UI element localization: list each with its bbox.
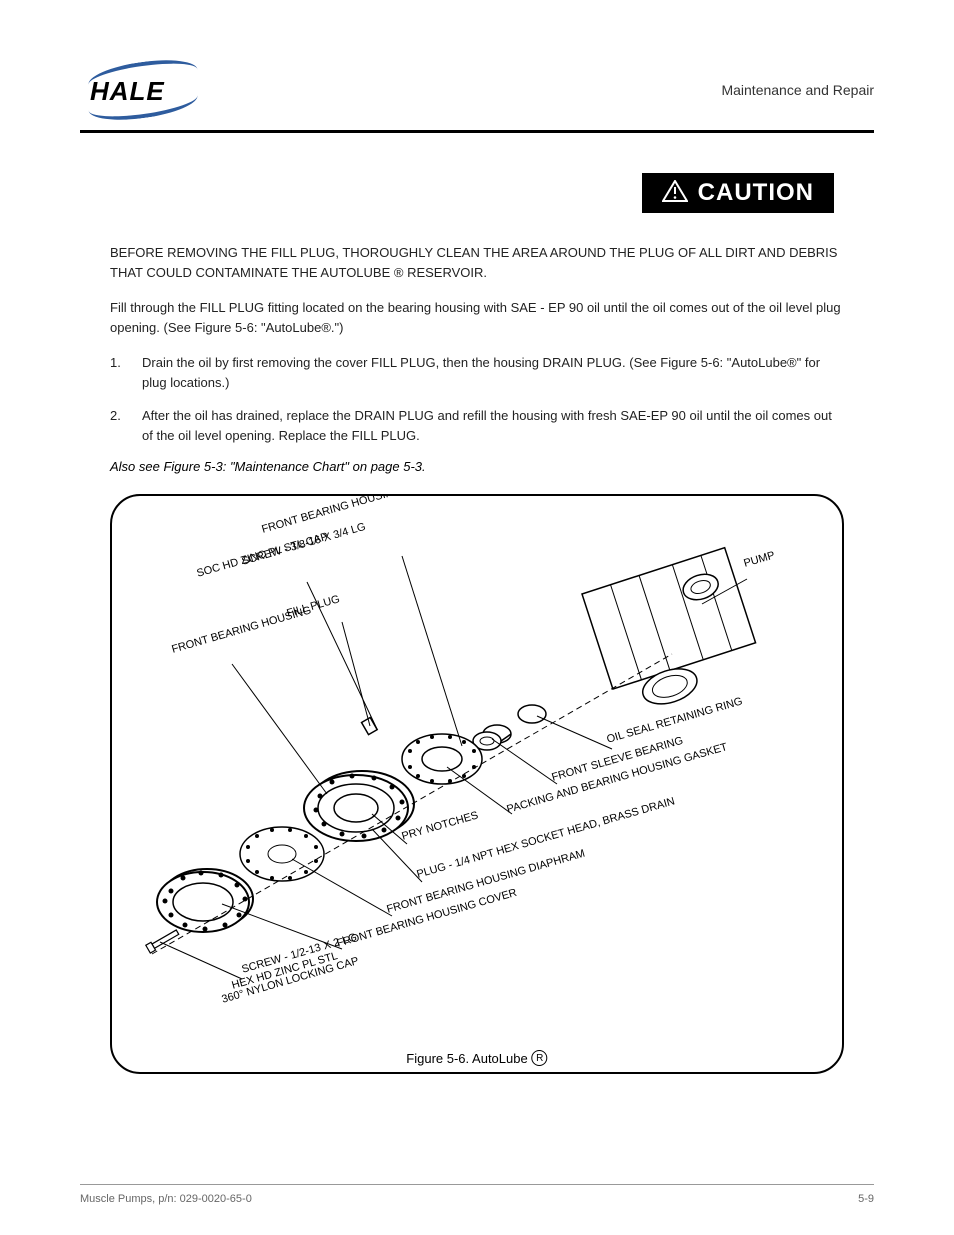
section-reference: Also see Figure 5-3: "Maintenance Chart"…: [110, 459, 844, 474]
page-header: HALE Maintenance and Repair: [80, 60, 874, 133]
header-title: Maintenance and Repair: [721, 82, 874, 98]
step-number: 1.: [110, 353, 130, 392]
caution-row: CAUTION: [80, 173, 834, 213]
step-1: 1. Drain the oil by first removing the c…: [110, 353, 844, 392]
footer-right: 5-9: [858, 1193, 874, 1205]
footer-left: Muscle Pumps, p/n: 029-0020-65-0: [80, 1193, 252, 1205]
step-2: 2. After the oil has drained, replace th…: [110, 406, 844, 445]
warning-triangle-icon: [662, 180, 688, 207]
caution-badge: CAUTION: [642, 173, 834, 213]
step-number: 2.: [110, 406, 130, 445]
step-text: Drain the oil by first removing the cove…: [142, 353, 844, 392]
step-text: After the oil has drained, replace the D…: [142, 406, 844, 445]
caution-body-text: BEFORE REMOVING THE FILL PLUG, THOROUGHL…: [110, 243, 844, 282]
page-footer: Muscle Pumps, p/n: 029-0020-65-0 5-9: [80, 1184, 874, 1205]
brand-name: HALE: [90, 76, 165, 107]
figure-caption: Figure 5-6. AutoLube R: [406, 1050, 547, 1066]
brand-logo: HALE: [80, 60, 220, 120]
figure-caption-text: Figure 5-6. AutoLube: [406, 1051, 527, 1066]
caution-label: CAUTION: [698, 179, 814, 207]
figure-container: FRONT BEARING HOUSING OIL SEAL SCREW - 3…: [110, 494, 844, 1074]
registered-icon: R: [532, 1050, 548, 1066]
paragraph-1: Fill through the FILL PLUG fitting locat…: [110, 298, 844, 337]
exploded-diagram-icon: [112, 496, 842, 1072]
